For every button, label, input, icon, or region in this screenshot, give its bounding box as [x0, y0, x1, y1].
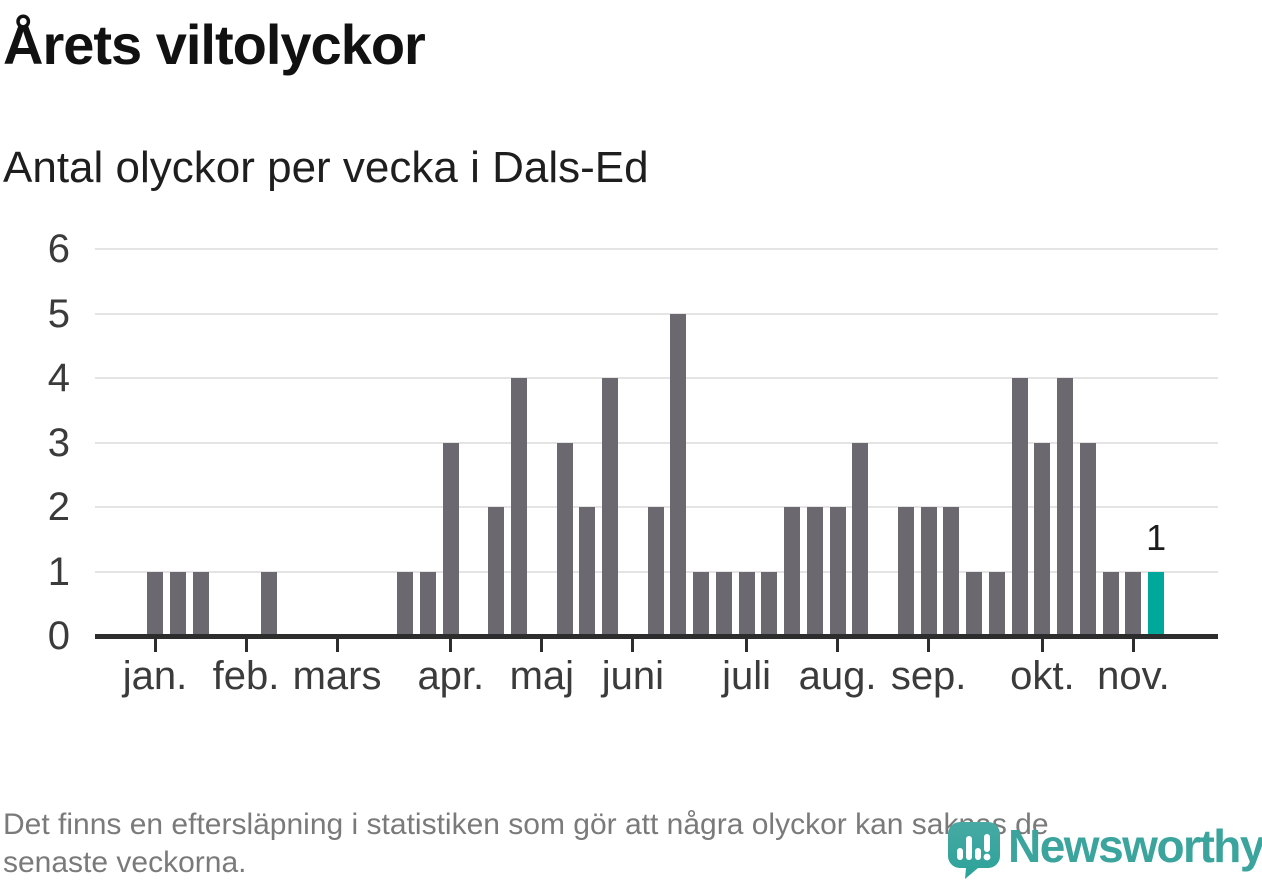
- bar: [761, 571, 778, 634]
- gridline: [95, 312, 1218, 315]
- bar: [943, 507, 960, 634]
- bar: [1102, 571, 1119, 634]
- bar: [784, 507, 801, 634]
- month-tick-label: mars: [292, 654, 382, 698]
- bar: [715, 571, 732, 634]
- footnote-line: Det finns en eftersläpning i statistiken…: [3, 808, 1049, 841]
- y-axis-tick-label: 4: [47, 356, 70, 400]
- bar: [693, 571, 710, 634]
- month-tick-mark: [335, 639, 339, 652]
- gridline: [95, 441, 1218, 444]
- month-tick-label: apr.: [417, 654, 485, 698]
- month-tick-mark: [244, 639, 248, 652]
- footnote: Det finns en eftersläpning i statistiken…: [3, 806, 1049, 882]
- bar: [852, 442, 869, 634]
- newsworthy-logo-text: Newsworthy: [1008, 820, 1262, 872]
- newsworthy-logo: Newsworthy: [948, 820, 1262, 879]
- bar-chart: 0 1 2 3 4 5 6 jan. feb. mars apr. maj juni juli aug. se…: [47, 227, 1218, 698]
- month-tick-label: maj: [509, 654, 575, 698]
- bar: [897, 507, 914, 634]
- gridline: [95, 377, 1218, 379]
- month-tick-mark: [631, 639, 635, 652]
- bar: [556, 442, 573, 634]
- month-tick-mark: [927, 639, 931, 652]
- month-tick-label: jan.: [122, 654, 188, 698]
- y-axis-tick-label: 3: [47, 420, 70, 465]
- bar: [602, 378, 619, 634]
- bar: [988, 571, 1005, 634]
- bar: [829, 507, 846, 634]
- y-axis-tick-label: 1: [47, 549, 70, 594]
- bar: [1125, 571, 1142, 634]
- month-tick-mark: [540, 639, 544, 652]
- bar: [260, 571, 277, 634]
- footnote-line: senaste veckorna.: [3, 846, 247, 879]
- bar: [169, 571, 186, 634]
- bar: [920, 507, 937, 634]
- bar: [738, 571, 755, 634]
- month-tick-mark: [836, 639, 840, 652]
- bar-value-label: 1: [1146, 517, 1167, 558]
- y-axis-tick-label: 2: [47, 485, 70, 529]
- bar: [670, 313, 687, 634]
- bar: [966, 571, 983, 634]
- bar: [511, 378, 528, 634]
- y-axis-tick-label: 6: [47, 227, 70, 271]
- newsworthy-bubble-chart-icon: [948, 822, 1000, 884]
- month-tick-label: feb.: [212, 654, 280, 698]
- bar: [806, 507, 823, 634]
- bar: [397, 571, 414, 634]
- month-tick-mark: [1131, 639, 1135, 652]
- bar: [442, 442, 459, 634]
- month-tick-mark: [745, 639, 749, 652]
- month-tick-label: okt.: [1010, 654, 1075, 698]
- y-axis-tick-label: 0: [47, 614, 70, 658]
- month-tick-label: aug.: [798, 654, 877, 698]
- bar: [1079, 442, 1096, 634]
- month-tick-label: juli: [722, 654, 772, 698]
- bar: [647, 507, 664, 634]
- page-title: Årets viltolyckor: [3, 13, 426, 76]
- bar: [147, 571, 163, 634]
- gridline: [95, 248, 1218, 250]
- bar: [1011, 378, 1028, 634]
- month-tick-label: sep.: [890, 654, 967, 698]
- highlight-bar: [1148, 571, 1165, 634]
- month-tick-mark: [153, 639, 157, 652]
- x-axis-line: [95, 634, 1218, 639]
- chart-subtitle: Antal olyckor per vecka i Dals-Ed: [3, 143, 649, 192]
- bar: [579, 507, 596, 634]
- month-tick-label: juni: [601, 654, 664, 698]
- month-tick-mark: [1040, 639, 1044, 652]
- bar: [1034, 442, 1051, 634]
- bar: [420, 571, 437, 634]
- month-tick-label: nov.: [1097, 654, 1170, 698]
- y-axis-tick-label: 5: [47, 291, 70, 336]
- bar: [192, 571, 209, 634]
- month-tick-mark: [449, 639, 453, 652]
- bar: [488, 507, 505, 634]
- bar: [1057, 378, 1074, 634]
